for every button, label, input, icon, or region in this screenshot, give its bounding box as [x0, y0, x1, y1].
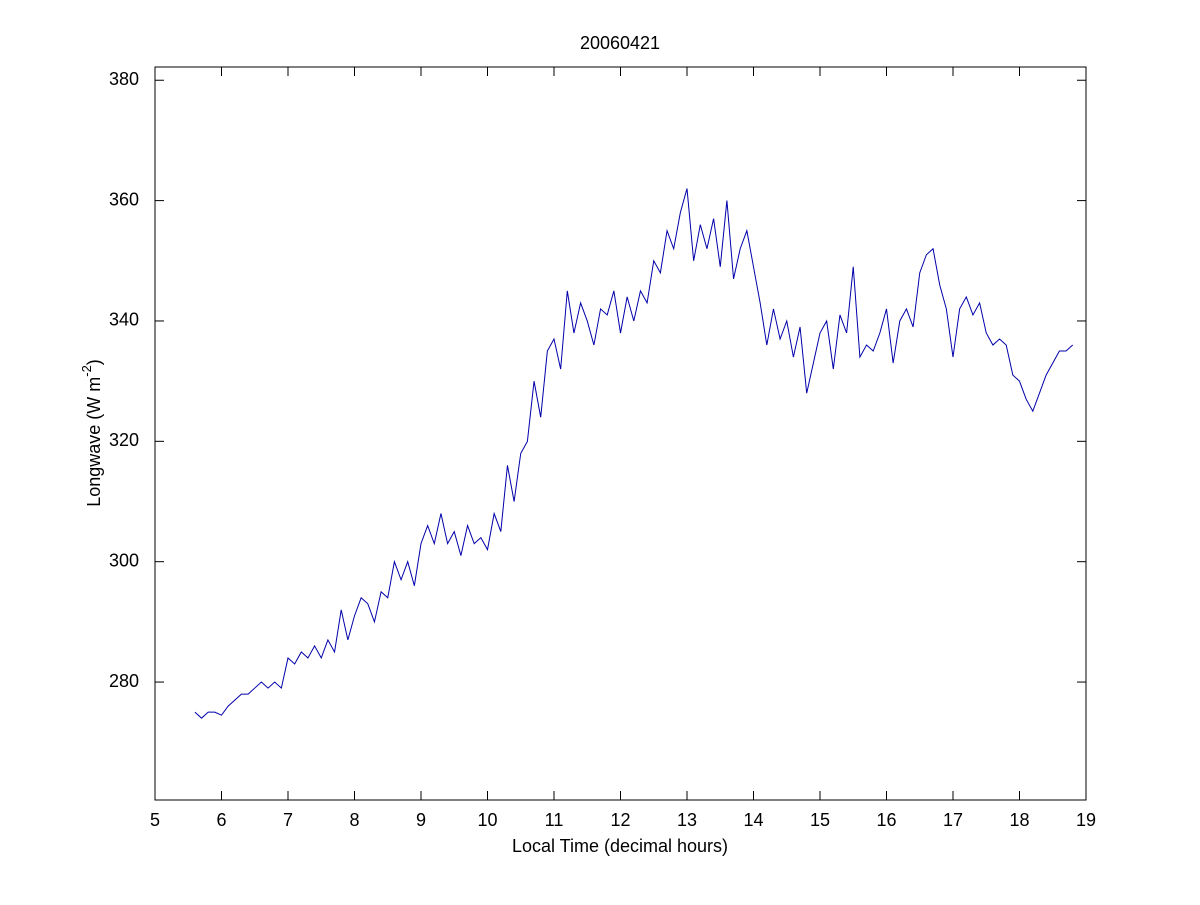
x-tick-label: 14 [743, 810, 763, 830]
x-tick-label: 6 [216, 810, 226, 830]
x-tick-label: 11 [545, 810, 564, 830]
y-tick-label: 300 [109, 550, 139, 570]
x-tick-label: 18 [1009, 810, 1029, 830]
y-axis-label-main: Longwave (W m [84, 377, 104, 507]
y-tick-label: 360 [109, 189, 139, 209]
y-tick-label: 280 [109, 671, 139, 691]
x-tick-label: 15 [810, 810, 830, 830]
chart-title: 20060421 [580, 33, 660, 53]
x-axis-label: Local Time (decimal hours) [512, 836, 728, 856]
x-tick-label: 17 [943, 810, 963, 830]
x-tick-label: 5 [150, 810, 160, 830]
x-tick-label: 8 [349, 810, 359, 830]
y-axis-label-end: ) [84, 359, 104, 365]
y-tick-label: 340 [109, 310, 139, 330]
x-tick-label: 12 [610, 810, 630, 830]
y-axis-label-superscript: -2 [79, 365, 94, 377]
x-tick-label: 7 [283, 810, 293, 830]
y-tick-label: 320 [109, 430, 139, 450]
x-tick-label: 10 [477, 810, 497, 830]
x-tick-label: 19 [1076, 810, 1096, 830]
x-tick-label: 16 [876, 810, 896, 830]
x-tick-label: 13 [677, 810, 697, 830]
y-tick-label: 380 [109, 69, 139, 89]
x-tick-label: 9 [416, 810, 426, 830]
y-axis-label: Longwave (W m-2) [79, 359, 103, 507]
data-line [194, 188, 1074, 719]
